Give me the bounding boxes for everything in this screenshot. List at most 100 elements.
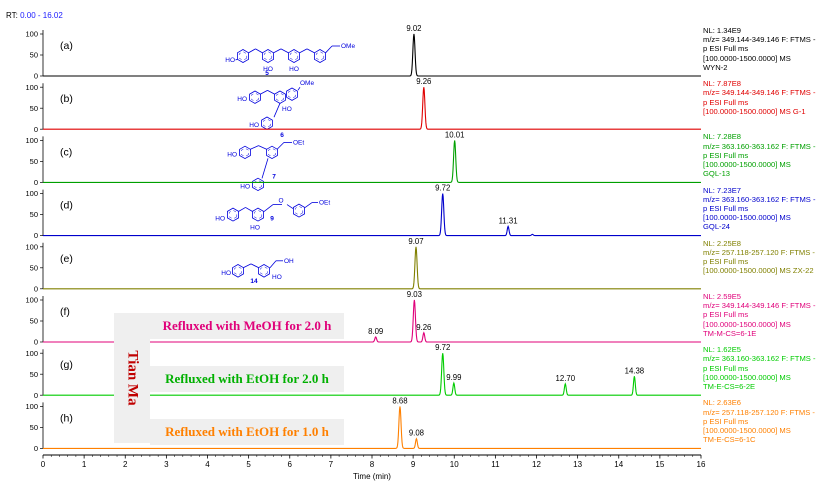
y-tick-label: 50 [30, 423, 38, 432]
x-tick-label: 1 [82, 460, 87, 469]
peak-label: 10.01 [445, 130, 465, 139]
atom-label: HO [227, 151, 237, 158]
x-tick-label: 0 [41, 460, 46, 469]
y-tick-label: 0 [34, 338, 38, 347]
x-tick-label: 14 [614, 460, 623, 469]
ring-bond [254, 179, 262, 189]
trace-info: NL: 1.34E9 m/z= 349.144-349.146 F: FTMS … [703, 26, 816, 72]
atom-label: OEt [293, 139, 304, 146]
peak-label-layer: 9.02 9.26 10.01 9.72 11.31 9.07 8.09 9.03 9.26 9.… [368, 24, 644, 438]
trace-info: NL: 2.59E5 m/z= 349.144-349.146 F: FTMS … [703, 292, 816, 338]
y-tick-label: 0 [34, 178, 38, 187]
benzene-ring [266, 145, 278, 160]
peak-label: 9.02 [406, 24, 421, 33]
trace-info: NL: 2.63E6 m/z= 257.118-257.120 F: FTMS … [703, 398, 815, 445]
y-tick-label: 0 [34, 391, 38, 400]
ring-bond [263, 51, 273, 61]
y-tick-label: 0 [34, 125, 38, 134]
bond [267, 90, 275, 95]
ring-bond [268, 147, 276, 157]
atom-label: O [278, 198, 283, 205]
annotation-text: Refluxed with MeOH for 2.0 h [162, 318, 332, 333]
y-tick-label: 50 [30, 51, 38, 60]
atom-label: OMe [341, 43, 355, 50]
benzene-ring [286, 87, 298, 101]
atom-label: OMe [300, 80, 314, 87]
bond [297, 86, 301, 91]
structure-compound-6: OMe HO HO HO 6 [237, 80, 314, 139]
benzene-ring [292, 203, 306, 218]
panel-label: (g) [60, 359, 73, 371]
y-tick-label: 100 [25, 242, 38, 251]
trace-line [43, 193, 701, 237]
benzene-ring [226, 207, 240, 222]
structure-compound-14: OH HO HO 14 [221, 258, 294, 285]
trace-line [43, 33, 701, 77]
bond [304, 202, 313, 208]
peak-label: 14.38 [625, 366, 645, 375]
bond [250, 145, 259, 150]
peak-label: 8.09 [368, 327, 383, 336]
sample-label-box: Tian Ma [114, 313, 150, 443]
annotation-text: Refluxed with EtOH for 1.0 h [165, 424, 329, 439]
peak-label: 9.07 [408, 237, 423, 246]
peak-label: 9.08 [409, 429, 424, 438]
y-tick-label: 100 [25, 296, 38, 305]
peak-label: 9.72 [435, 343, 450, 352]
compound-number: 9 [270, 216, 274, 223]
annotation-text: Refluxed with EtOH for 2.0 h [165, 371, 329, 386]
structure-compound-9: O OEt HO HO 9 [215, 198, 330, 232]
x-tick-label: 2 [123, 460, 128, 469]
bond [269, 260, 277, 269]
atom-label: OEt [319, 200, 330, 207]
peak-label: 8.68 [392, 396, 407, 405]
x-tick-label: 10 [450, 460, 459, 469]
annotation-etoh-1h: Refluxed with EtOH for 1.0 h [150, 419, 344, 445]
ring-bond [260, 266, 268, 276]
bond [286, 204, 294, 209]
annotation-etoh-2h: Refluxed with EtOH for 2.0 h [150, 366, 344, 392]
panel-label: (e) [60, 253, 73, 265]
bond [261, 158, 269, 179]
y-tick-label: 0 [34, 231, 38, 240]
ring-bond [228, 209, 238, 220]
trace-line [43, 353, 701, 396]
bond [255, 48, 263, 54]
x-tick-label: 13 [573, 460, 582, 469]
benzene-ring [249, 90, 261, 104]
annotation-meoh-2h: Refluxed with MeOH for 2.0 h [150, 313, 344, 339]
benzene-ring [239, 145, 251, 160]
x-tick-label: 12 [532, 460, 541, 469]
panel-label: (a) [60, 40, 73, 52]
bond [325, 45, 333, 54]
x-tick-label: 4 [205, 460, 210, 469]
atom-label: HO [215, 216, 225, 223]
rt-label: RT: [6, 11, 18, 20]
benzene-ring [252, 177, 264, 192]
y-tick-label: 100 [25, 83, 38, 92]
trace-line [43, 87, 701, 130]
x-tick-label: 8 [370, 460, 375, 469]
x-tick-label: 3 [164, 460, 169, 469]
bond [280, 48, 289, 54]
compound-number: 6 [280, 132, 284, 139]
ring-bond [276, 92, 284, 102]
y-tick-label: 100 [25, 189, 38, 198]
compound-number: 5 [265, 70, 269, 77]
panel-label: (c) [60, 146, 72, 158]
bond [243, 263, 252, 269]
atom-label: HO [237, 96, 247, 103]
bond [299, 48, 308, 54]
atom-label: HO [263, 66, 273, 73]
bond [238, 207, 246, 212]
y-tick-label: 50 [30, 317, 38, 326]
trace-info: NL: 7.87E8 m/z= 349.144-349.146 F: FTMS … [703, 79, 816, 116]
x-tick-label: 9 [411, 460, 416, 469]
peak-label: 9.26 [416, 77, 431, 86]
y-tick-label: 50 [30, 370, 38, 379]
benzene-ring [261, 49, 275, 63]
trace-info: NL: 7.23E7 m/z= 363.160-363.162 F: FTMS … [703, 185, 816, 232]
atom-label: HO [272, 274, 282, 281]
